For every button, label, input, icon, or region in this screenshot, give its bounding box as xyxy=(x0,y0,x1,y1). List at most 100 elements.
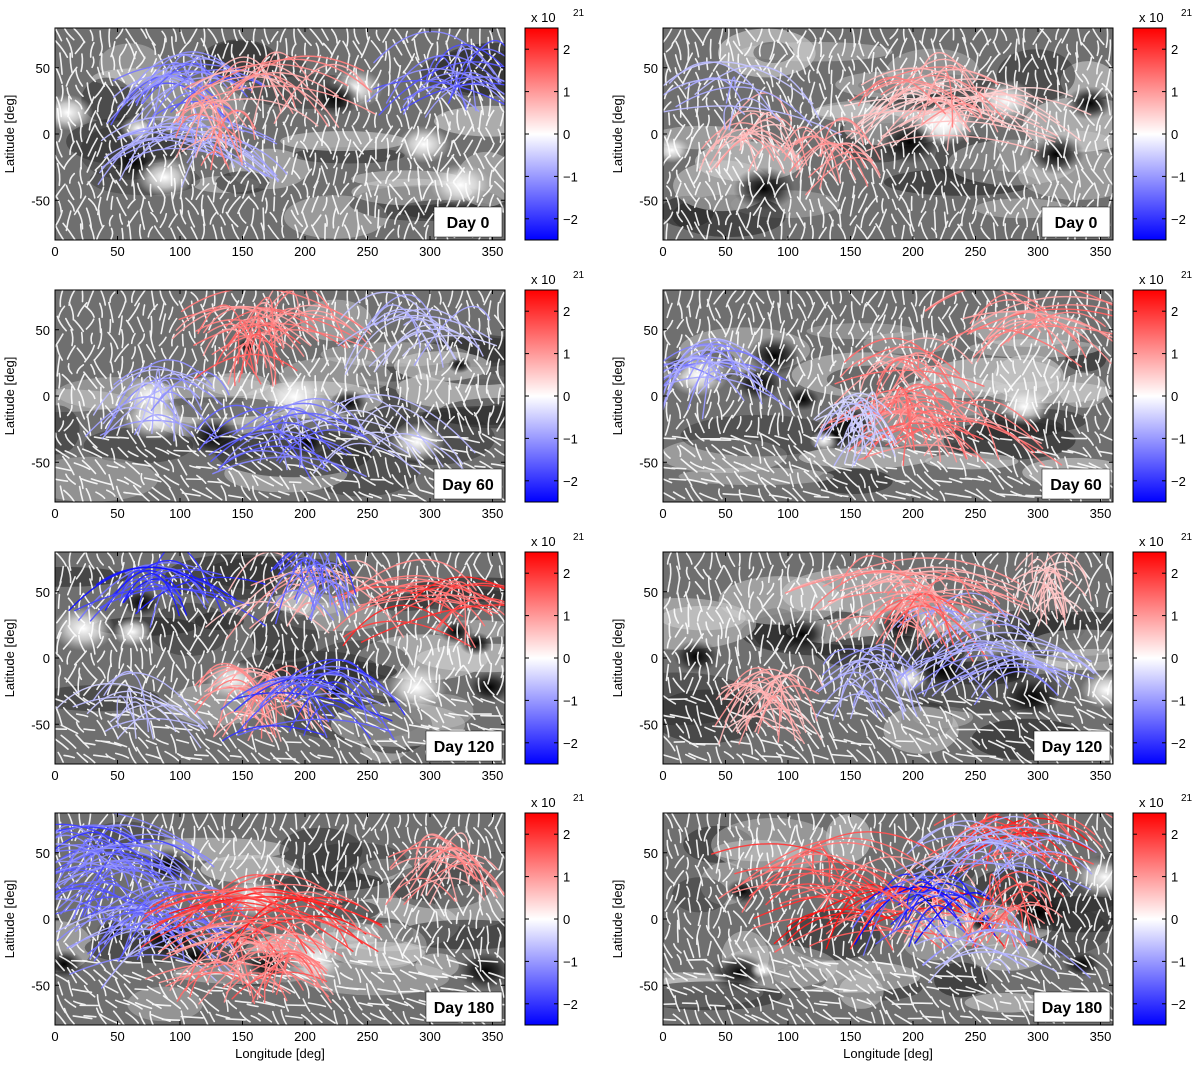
field-line xyxy=(56,162,61,187)
field-line xyxy=(736,416,742,430)
field-line xyxy=(393,84,401,100)
field-line xyxy=(811,648,815,665)
field-line xyxy=(929,461,942,471)
field-line xyxy=(219,66,226,86)
field-line xyxy=(405,30,409,43)
field-line xyxy=(58,128,63,143)
field-line xyxy=(919,57,928,68)
field-line xyxy=(497,387,502,405)
flux-rope-line xyxy=(843,337,957,398)
field-line xyxy=(433,447,445,459)
field-line xyxy=(1025,389,1030,404)
field-line xyxy=(66,650,72,665)
field-line xyxy=(376,663,379,679)
field-line xyxy=(333,387,343,404)
field-line xyxy=(387,388,391,401)
field-line xyxy=(1107,680,1112,696)
field-line xyxy=(762,593,775,608)
field-line xyxy=(707,595,713,610)
field-line xyxy=(785,344,798,362)
field-line xyxy=(942,750,948,764)
field-line xyxy=(1087,673,1091,697)
field-line xyxy=(920,611,930,623)
flux-rope-line xyxy=(173,100,239,148)
field-line xyxy=(674,624,684,638)
field-line xyxy=(189,163,196,186)
field-line xyxy=(1083,609,1091,623)
field-line xyxy=(784,124,796,141)
field-line xyxy=(463,124,474,140)
field-line xyxy=(110,227,114,240)
field-line xyxy=(96,112,103,126)
field-line xyxy=(375,29,381,41)
field-line xyxy=(177,459,188,476)
field-line xyxy=(979,451,995,455)
field-line xyxy=(723,751,735,760)
field-line xyxy=(341,212,348,227)
field-line xyxy=(216,413,228,433)
field-line xyxy=(58,420,65,432)
field-line xyxy=(90,478,113,486)
field-line xyxy=(1015,51,1021,72)
field-line xyxy=(971,552,981,567)
field-line xyxy=(900,317,903,333)
flux-rope-line xyxy=(288,423,408,465)
field-line xyxy=(60,734,77,749)
x-tick-label: 200 xyxy=(902,244,924,259)
field-line xyxy=(829,631,833,654)
field-line xyxy=(492,695,505,705)
field-line xyxy=(65,184,75,201)
field-line xyxy=(1075,358,1082,377)
field-line xyxy=(147,201,154,213)
field-line xyxy=(833,739,848,743)
field-line xyxy=(267,649,279,669)
field-line xyxy=(151,486,171,501)
y-tick-label: 50 xyxy=(36,585,50,600)
x-tick-label: 250 xyxy=(357,768,379,783)
field-line xyxy=(685,753,696,760)
field-line xyxy=(880,149,885,172)
field-line xyxy=(426,138,433,162)
field-line xyxy=(436,692,443,707)
field-line xyxy=(876,66,888,87)
field-line xyxy=(243,54,249,76)
field-line xyxy=(1073,593,1081,609)
field-line xyxy=(75,563,87,580)
flux-rope-line xyxy=(278,552,325,590)
field-line xyxy=(892,53,896,74)
flux-rope-line xyxy=(988,320,1067,350)
field-line xyxy=(155,738,169,745)
colorbar xyxy=(524,27,559,241)
field-line xyxy=(733,592,745,613)
field-line xyxy=(358,138,373,158)
field-line xyxy=(947,467,964,470)
field-line xyxy=(474,622,482,637)
flux-rope-line xyxy=(863,337,973,381)
field-line xyxy=(237,195,250,215)
field-line xyxy=(1045,155,1050,171)
x-tick-label: 50 xyxy=(718,244,732,259)
field-line xyxy=(727,330,734,352)
field-line xyxy=(796,356,806,377)
flux-rope-line xyxy=(103,377,223,435)
field-line xyxy=(155,647,167,669)
field-line xyxy=(744,42,753,57)
field-line xyxy=(423,213,434,228)
flux-rope-line xyxy=(194,687,282,716)
flux-rope-line xyxy=(433,580,467,646)
field-line xyxy=(825,476,839,489)
field-line xyxy=(878,208,887,228)
field-line xyxy=(877,303,888,321)
y-tick-label: 0 xyxy=(651,127,658,142)
field-line xyxy=(329,39,341,60)
field-line xyxy=(180,607,189,621)
field-line xyxy=(932,141,939,153)
field-line xyxy=(942,332,946,346)
field-line xyxy=(76,347,87,361)
field-line xyxy=(94,459,107,475)
field-line xyxy=(1053,413,1058,434)
field-line xyxy=(771,478,790,484)
field-line xyxy=(1077,708,1095,719)
field-line xyxy=(464,552,475,566)
field-line xyxy=(888,363,895,375)
